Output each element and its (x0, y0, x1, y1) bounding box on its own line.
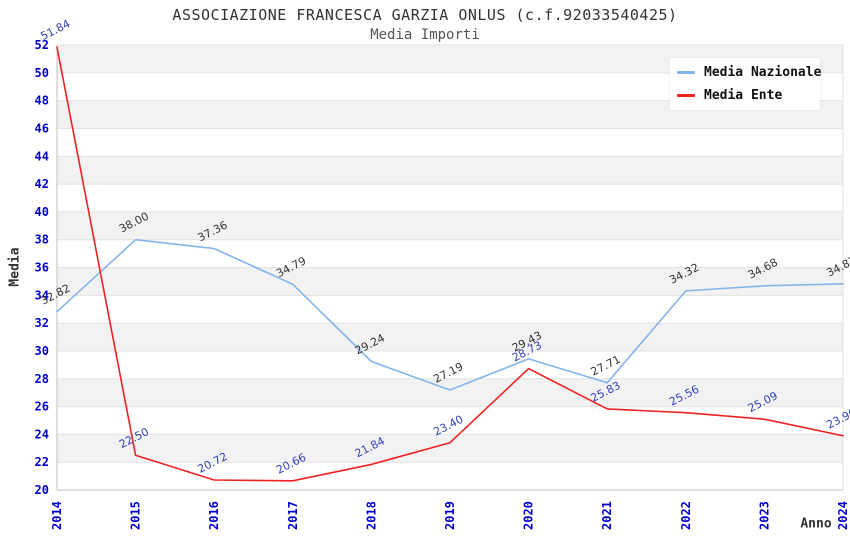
y-tick-label: 38 (35, 233, 49, 247)
y-tick-label: 36 (35, 261, 49, 275)
y-tick-label: 30 (35, 344, 49, 358)
data-label-media-ente: 51.84 (38, 17, 72, 43)
y-tick-label: 26 (35, 400, 49, 414)
plot-band (57, 323, 843, 351)
plot-band (57, 406, 843, 435)
y-tick-label: 50 (35, 66, 49, 80)
series-line-media-nazionale (56, 238, 844, 391)
x-tick-label: 2015 (129, 501, 143, 530)
legend: Media Nazionale Media Ente (670, 58, 822, 110)
chart-subtitle: Media Importi (370, 27, 480, 43)
legend-item-media-nazionale: Media Nazionale (670, 61, 822, 84)
x-tick-label: 2021 (600, 501, 614, 530)
x-tick-label: 2018 (364, 501, 378, 530)
x-axis-title: Anno (800, 516, 832, 532)
y-tick-label: 22 (35, 455, 49, 469)
x-tick-label: 2014 (50, 501, 64, 530)
plot-band (57, 211, 843, 240)
y-tick-label: 48 (35, 94, 49, 108)
media-nazionale-line-swatch (677, 71, 695, 74)
y-tick-label: 46 (35, 121, 49, 135)
y-axis-title: Media (7, 247, 23, 287)
x-tick-label: 2022 (679, 501, 693, 530)
x-tick-label: 2016 (207, 501, 221, 530)
y-tick-label: 28 (35, 372, 49, 386)
y-tick-label: 34 (35, 288, 49, 302)
y-tick-label: 44 (35, 149, 49, 163)
plot-band (57, 295, 843, 324)
x-tick-label: 2023 (757, 501, 771, 530)
y-tick-label: 24 (35, 427, 49, 441)
plot-band (57, 434, 843, 463)
plot-band (57, 128, 843, 157)
plot-band (57, 156, 843, 185)
legend-item-media-ente: Media Ente (670, 84, 820, 107)
media-ente-line-swatch (677, 94, 695, 97)
y-tick-label: 40 (35, 205, 49, 219)
x-tick-label: 2024 (836, 501, 850, 530)
y-tick-label: 32 (35, 316, 49, 330)
y-tick-label: 52 (35, 38, 49, 52)
y-tick-label: 20 (35, 483, 49, 497)
plot-band (57, 184, 843, 212)
x-tick-label: 2019 (443, 501, 457, 530)
x-tick-label: 2020 (522, 501, 536, 530)
legend-label-media-nazionale: Media Nazionale (704, 65, 822, 80)
x-tick-label: 2017 (286, 501, 300, 530)
legend-label-media-ente: Media Ente (704, 88, 783, 103)
plot-band (57, 239, 843, 268)
series-line-media-ente (56, 46, 844, 482)
y-tick-label: 42 (35, 177, 49, 191)
chart-title: ASSOCIAZIONE FRANCESCA GARZIA ONLUS (c.f… (172, 6, 678, 24)
plot-band (57, 267, 843, 296)
plot-band (57, 350, 843, 379)
plot-band (57, 462, 843, 490)
plot-band (57, 378, 843, 407)
